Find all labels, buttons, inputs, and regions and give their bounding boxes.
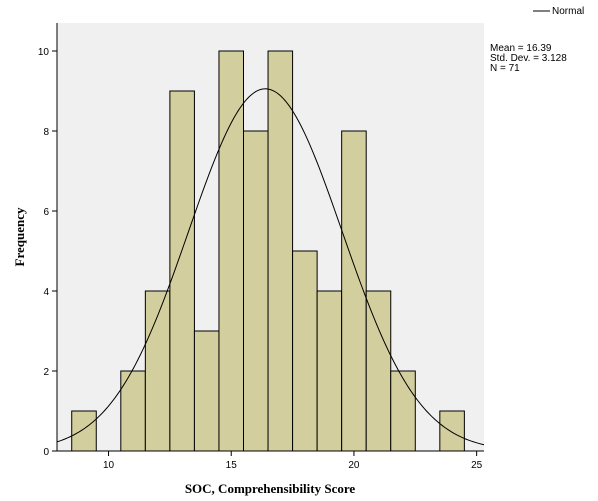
histogram-bar	[218, 50, 245, 452]
bars-group	[71, 50, 465, 452]
legend-normal-label: Normal	[552, 6, 584, 17]
histogram-bar	[169, 90, 195, 452]
x-tick-label: 20	[348, 460, 360, 471]
y-tick-label: 6	[43, 207, 49, 218]
stat-n: N = 71	[490, 63, 520, 74]
histogram-bar	[341, 130, 367, 452]
histogram-bar	[243, 130, 269, 452]
x-tick-label: 15	[226, 460, 238, 471]
y-tick-label: 10	[38, 47, 50, 58]
y-tick-label: 4	[43, 287, 49, 298]
stat-mean: Mean = 16.39	[490, 43, 552, 54]
histogram-bar	[390, 370, 416, 452]
x-tick-label: 25	[471, 460, 483, 471]
legend: Normal	[533, 6, 584, 17]
histogram-bar	[365, 290, 392, 452]
histogram-bar	[316, 290, 343, 452]
histogram-bar	[120, 370, 146, 452]
y-tick-label: 2	[43, 367, 49, 378]
x-axis-ticks: 10 15 20 25	[103, 451, 483, 471]
x-axis-title: SOC, Comprehensibility Score	[185, 481, 356, 496]
y-axis-ticks: 0 2 4 6 8 10	[38, 47, 57, 458]
histogram-bar	[439, 410, 465, 452]
histogram-bar	[267, 50, 294, 452]
y-axis-title: Frequency	[12, 207, 27, 266]
stat-std-dev: Std. Dev. = 3.128	[490, 53, 567, 64]
x-tick-label: 10	[103, 460, 115, 471]
y-tick-label: 8	[43, 127, 49, 138]
normal-curve	[56, 88, 485, 446]
stats-box: Mean = 16.39 Std. Dev. = 3.128 N = 71	[490, 43, 567, 74]
histogram-bar	[144, 290, 171, 452]
y-tick-label: 0	[43, 447, 49, 458]
histogram-bar	[193, 330, 220, 452]
histogram-bar	[71, 410, 97, 452]
histogram-bar	[292, 250, 318, 452]
